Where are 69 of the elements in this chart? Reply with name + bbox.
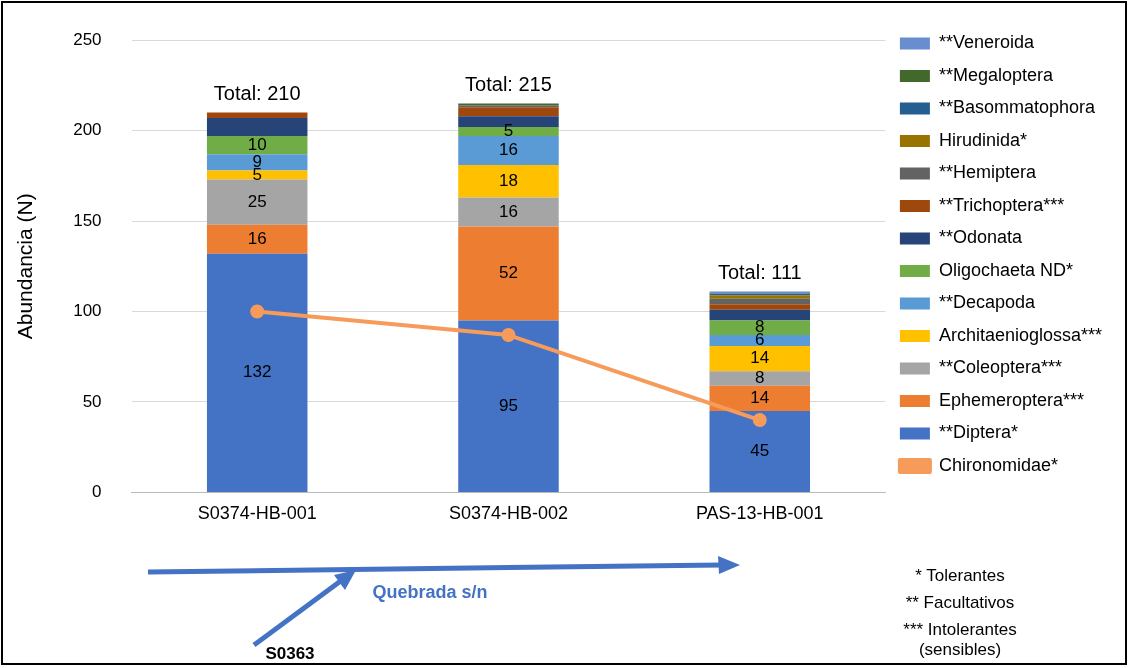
- data-label: 52: [499, 263, 518, 283]
- data-label: 45: [750, 441, 770, 461]
- x-tick-label: S0374-HB-001: [197, 503, 317, 524]
- data-label: 10: [247, 134, 267, 154]
- y-tick-label: 0: [92, 482, 102, 502]
- point: [250, 304, 265, 319]
- data-label: 16: [499, 201, 518, 221]
- data-label: 16: [247, 228, 267, 248]
- bar: [206, 117, 308, 137]
- text: * Tolerantes: [914, 566, 1006, 586]
- data-label: 14: [750, 388, 770, 408]
- legend-label: **Diptera*: [938, 422, 1018, 443]
- bar: [709, 411, 811, 492]
- legend-label: Hirudinida*: [938, 129, 1027, 150]
- data-label: 25: [247, 191, 267, 211]
- bar: [709, 385, 811, 411]
- bar: [709, 371, 811, 386]
- legend-label: Architaenioglossa***: [938, 324, 1103, 345]
- legend-label: **Basommatophora: [938, 97, 1096, 118]
- bar: [206, 224, 308, 254]
- bar: [206, 179, 308, 225]
- data-label: 95: [499, 395, 518, 415]
- total-label: Total: 210: [213, 82, 301, 105]
- bar: [458, 165, 559, 198]
- legend-label: Chironomidae*: [938, 454, 1058, 475]
- bar: [458, 197, 559, 227]
- bar: [458, 107, 559, 117]
- total-label: Total: 111: [717, 261, 802, 284]
- legend-label: **Megaloptera: [938, 64, 1054, 85]
- y-axis-title: Abundancia (N): [13, 193, 37, 340]
- legend-label: **Coleoptera***: [938, 357, 1062, 378]
- point: [501, 328, 516, 343]
- legend-label: **Trichoptera***: [938, 194, 1065, 215]
- legend-label: **Hemiptera: [938, 162, 1037, 183]
- text: S0363: [264, 644, 316, 664]
- y-tick-label: 200: [73, 120, 102, 140]
- bar: [458, 320, 559, 492]
- data-label: 8: [755, 368, 765, 388]
- bar: [458, 226, 559, 321]
- data-label: 5: [503, 121, 514, 141]
- data-label: 132: [243, 362, 272, 382]
- bar: [709, 345, 811, 372]
- text: ** Facultativos: [904, 593, 1016, 613]
- x-tick-label: S0374-HB-002: [448, 503, 569, 524]
- bar: [709, 304, 811, 310]
- bar: [206, 136, 308, 155]
- text: *** Intolerantes (sensibles): [902, 620, 1018, 660]
- legend-label: Ephemeroptera***: [938, 389, 1084, 410]
- y-tick-label: 150: [73, 210, 102, 230]
- data-label: 16: [499, 140, 518, 160]
- legend-label: **Veneroida: [938, 32, 1035, 53]
- legend-label: **Odonata: [938, 227, 1023, 248]
- bar: [709, 335, 811, 346]
- legend-label: **Decapoda: [938, 292, 1036, 313]
- legend-label: Oligochaeta ND*: [938, 259, 1073, 280]
- x-tick-label: PAS-13-HB-001: [695, 503, 824, 524]
- bar: [458, 136, 559, 166]
- text: Quebrada s/n: [371, 582, 489, 603]
- data-label: 14: [750, 348, 770, 368]
- bar: [709, 298, 811, 305]
- bar: [206, 112, 308, 118]
- data-label: 18: [499, 170, 518, 190]
- y-tick-label: 100: [73, 301, 102, 321]
- total-label: Total: 215: [465, 73, 552, 96]
- bar: [709, 309, 811, 321]
- y-tick-label: 250: [73, 29, 102, 49]
- point: [752, 413, 767, 428]
- bar: [206, 253, 308, 492]
- y-tick-label: 50: [82, 391, 102, 411]
